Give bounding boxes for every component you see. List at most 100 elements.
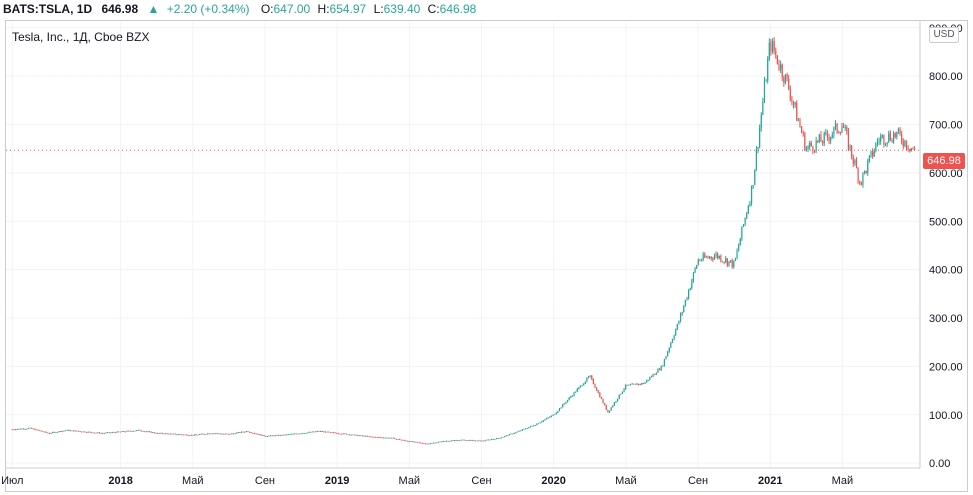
candle-body (313, 431, 315, 433)
candle-body (226, 433, 228, 435)
candle-body (176, 434, 178, 436)
x-tick-label: Май (399, 475, 421, 487)
candle-body (189, 435, 191, 437)
candle-body (620, 393, 622, 395)
candle-body (704, 254, 706, 258)
candle-body (755, 149, 758, 170)
candle-body (289, 434, 291, 436)
symbol-label[interactable]: BATS:TSLA, 1D (3, 2, 93, 16)
candle-body (507, 435, 509, 437)
candle-body (734, 257, 737, 261)
candle-body (89, 431, 91, 433)
candle-body (160, 432, 162, 434)
candle-body (899, 128, 901, 135)
candle-body (61, 430, 63, 432)
candle-body (247, 431, 249, 433)
candle-body (449, 441, 451, 442)
candle-body (531, 425, 533, 427)
candle-body (676, 323, 678, 330)
candle-body (754, 169, 756, 185)
candles (6, 37, 920, 445)
symbol-info-bar: BATS:TSLA, 1D 646.98 ▲ +2.20 (+0.34%) O:… (0, 0, 973, 20)
candle-body (776, 55, 778, 64)
candle-body (85, 432, 88, 433)
candle-body (43, 431, 46, 433)
candle-body (455, 440, 457, 442)
candle-body (589, 375, 591, 377)
candle-body (875, 143, 877, 151)
candle-body (145, 431, 147, 433)
candle-body (121, 431, 123, 432)
y-tick-label: 600.00 (929, 168, 963, 180)
candle-body (802, 132, 804, 134)
candle-body (812, 146, 814, 152)
candle-body (533, 425, 535, 427)
candle-body (637, 383, 640, 385)
candle-body (729, 260, 732, 262)
candle-body (762, 101, 764, 115)
candle-body (147, 431, 149, 433)
candle-body (316, 431, 318, 432)
candle-body (432, 442, 435, 444)
x-tick-label: 2019 (325, 475, 349, 487)
candle-body (641, 383, 643, 385)
candle-body (707, 256, 709, 258)
candle-body (692, 272, 695, 281)
candle-body (203, 433, 205, 435)
candle-body (134, 430, 136, 432)
candle-body (282, 434, 285, 436)
candle-body (600, 397, 603, 400)
candle-body (445, 440, 448, 442)
candle-body (458, 440, 461, 442)
candle-body (349, 434, 351, 436)
candle-body (163, 433, 165, 435)
currency-button[interactable]: USD (929, 27, 959, 43)
candle-body (571, 395, 574, 397)
candle-body (202, 433, 204, 435)
candle-body (208, 433, 210, 435)
candle-body (169, 433, 172, 435)
candle-body (913, 148, 916, 151)
candle-body (839, 132, 841, 134)
candle-body (770, 42, 772, 52)
candle-body (510, 433, 512, 435)
candle-body (21, 428, 23, 430)
candle-body (625, 384, 627, 389)
candle-body (95, 432, 97, 434)
candle-body (368, 436, 370, 438)
candle-body (260, 434, 262, 436)
candle-body (242, 431, 244, 433)
candle-body (64, 430, 67, 432)
candle-body (413, 441, 415, 443)
candle-body (573, 392, 575, 396)
candle-body (336, 432, 338, 434)
candle-body (370, 436, 372, 438)
candle-body (733, 260, 735, 268)
candle-body (40, 430, 42, 432)
candle-body (826, 132, 829, 138)
candle-body (565, 402, 567, 404)
candle-body (760, 114, 762, 128)
candle-body (55, 431, 57, 433)
candle-body (423, 443, 425, 445)
candle-body (192, 434, 194, 436)
candle-body (828, 137, 830, 141)
candle-body (332, 432, 335, 434)
candle-body (907, 148, 909, 150)
candle-body (250, 432, 252, 434)
candle-body (731, 260, 733, 268)
candle-body (392, 437, 394, 439)
candle-body (821, 141, 824, 144)
candle-body (465, 440, 467, 441)
candle-body (126, 430, 128, 432)
candle-body (807, 146, 809, 149)
candle-body (329, 431, 331, 433)
x-tick-label: Сен (688, 475, 708, 487)
x-tick-label: 2020 (541, 475, 565, 487)
candle-body (371, 436, 373, 438)
candle-body (912, 148, 914, 149)
candle-body (340, 433, 343, 435)
candle-body (376, 436, 378, 438)
candle-body (873, 150, 875, 157)
